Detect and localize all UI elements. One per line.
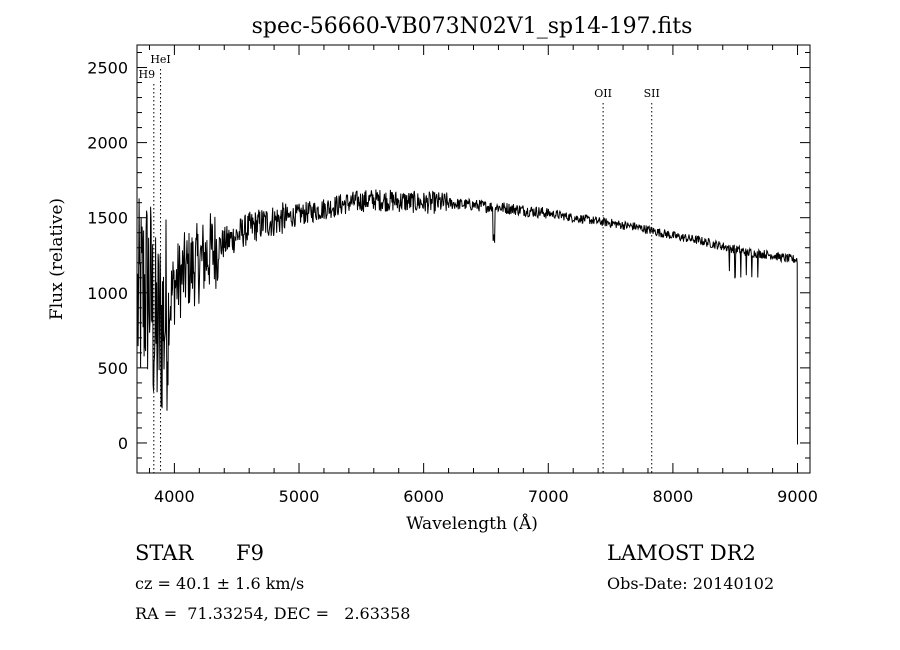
y-tick-label: 500 <box>97 359 128 378</box>
y-tick-label: 1000 <box>87 284 128 303</box>
x-tick-label: 4000 <box>154 487 195 506</box>
line-markers: HeI H9 OII SII <box>139 53 660 473</box>
y-tick-label: 2000 <box>87 134 128 153</box>
x-axis-label: Wavelength (Å) <box>406 513 538 534</box>
x-tick-label: 7000 <box>528 487 569 506</box>
y-tick-label: 2500 <box>87 59 128 78</box>
line-marker-label: SII <box>644 87 660 100</box>
x-tick-label: 8000 <box>653 487 694 506</box>
x-tick-label: 5000 <box>279 487 320 506</box>
redshift-readout: cz = 40.1 ± 1.6 km/s <box>135 574 305 593</box>
object-class: STAR <box>135 541 194 565</box>
spectrum-series <box>137 189 798 445</box>
coordinates: RA = 71.33254, DEC = 2.63358 <box>135 604 411 623</box>
y-axis-label: Flux (relative) <box>47 198 67 320</box>
object-subclass: F9 <box>236 541 264 565</box>
x-tick-label: 9000 <box>777 487 818 506</box>
line-marker-label: H9 <box>139 68 156 81</box>
plot-frame <box>136 44 811 474</box>
line-marker-label: HeI <box>150 53 170 66</box>
x-tick-label: 6000 <box>403 487 444 506</box>
obs-date: Obs-Date: 20140102 <box>607 574 775 593</box>
y-tick-label: 0 <box>118 434 128 453</box>
line-marker-label: OII <box>594 87 612 100</box>
chart-title: spec-56660-VB073N02V1_sp14-197.fits <box>252 14 693 39</box>
spectrum-line <box>137 189 798 445</box>
survey-name: LAMOST DR2 <box>607 541 756 565</box>
axis-ticks: 4000 5000 6000 7000 8000 9000 0 500 1000 1500 2000… <box>87 45 818 506</box>
y-tick-label: 1500 <box>87 209 128 228</box>
